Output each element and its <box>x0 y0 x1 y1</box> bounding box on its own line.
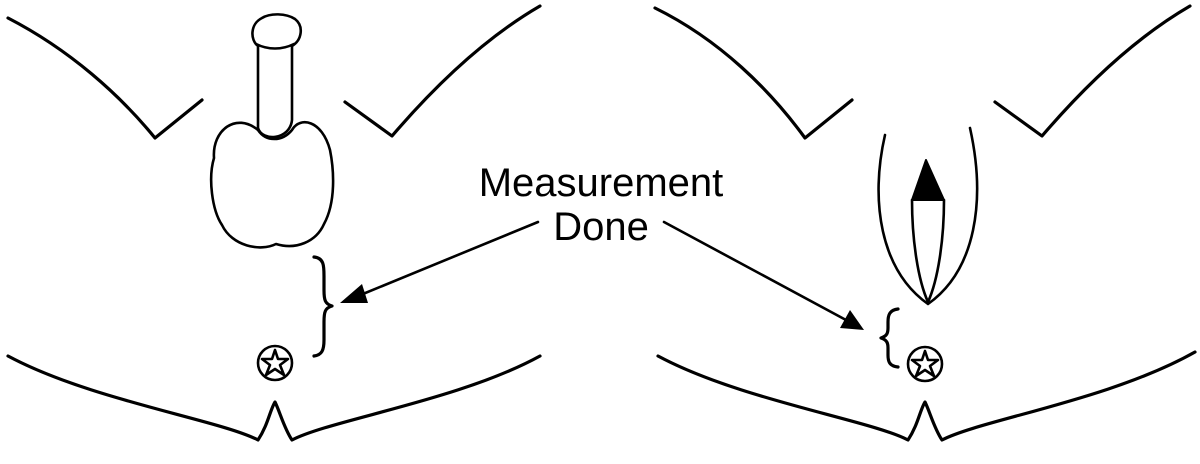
female-labia-inner <box>910 198 946 304</box>
male-figure <box>6 4 542 442</box>
male-shaft <box>251 13 302 139</box>
male-anus-symbol <box>256 344 294 382</box>
female-anus-symbol <box>906 345 944 383</box>
female-labia-outer <box>877 126 979 306</box>
male-left-thigh-line <box>6 16 204 140</box>
male-buttocks-line <box>6 354 542 442</box>
right-arrow <box>662 220 864 330</box>
female-buttocks-line <box>656 350 1197 442</box>
callout-line-measurement: Measurement <box>479 161 724 205</box>
female-measurement-brace <box>879 307 900 369</box>
female-clitoral-hood <box>911 159 945 201</box>
measurement-callout: Measurement Done <box>340 161 864 330</box>
female-right-thigh-line <box>993 4 1192 138</box>
male-right-thigh-line <box>343 4 542 138</box>
female-left-thigh-line <box>653 6 854 140</box>
male-scrotum <box>209 121 335 249</box>
female-figure <box>653 4 1197 442</box>
left-arrow <box>340 220 540 303</box>
male-measurement-brace <box>312 255 334 358</box>
callout-line-done: Done <box>553 205 649 249</box>
male-glans-ridge <box>254 42 296 50</box>
